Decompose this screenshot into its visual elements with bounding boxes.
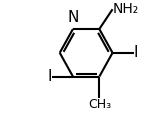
Text: I: I xyxy=(47,69,52,84)
Text: N: N xyxy=(67,10,79,25)
Text: CH₃: CH₃ xyxy=(88,98,111,111)
Text: I: I xyxy=(134,45,138,60)
Text: NH₂: NH₂ xyxy=(113,2,139,16)
